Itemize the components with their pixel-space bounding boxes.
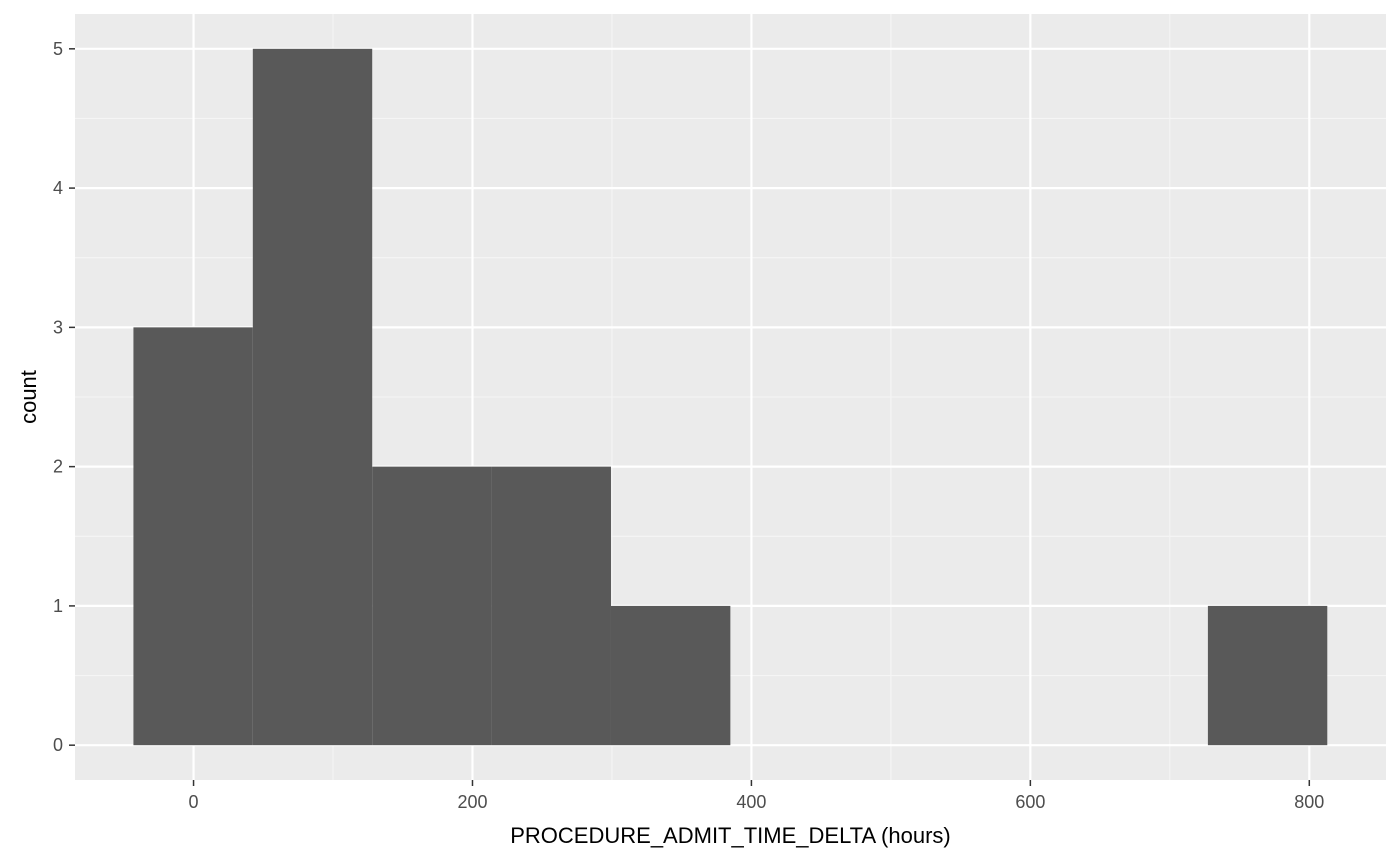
x-axis-title: PROCEDURE_ADMIT_TIME_DELTA (hours): [510, 823, 951, 848]
histogram-bar: [610, 605, 731, 746]
y-tick-label: 3: [53, 317, 63, 337]
y-tick-label: 5: [53, 39, 63, 59]
histogram-bar: [372, 466, 492, 746]
y-tick-label: 2: [53, 457, 63, 477]
histogram-bar: [133, 327, 253, 746]
y-tick-label: 1: [53, 596, 63, 616]
histogram-bar: [252, 48, 373, 746]
y-axis-ticks: 0 1 2 3 4 5: [53, 39, 75, 755]
x-tick-label: 800: [1294, 792, 1324, 812]
histogram-bars: [133, 48, 1328, 746]
y-tick-label: 4: [53, 178, 63, 198]
histogram-bar: [1207, 605, 1328, 746]
histogram-bar: [491, 466, 611, 746]
y-axis-title: count: [16, 370, 41, 424]
x-tick-label: 400: [736, 792, 766, 812]
x-tick-label: 600: [1015, 792, 1045, 812]
x-tick-label: 200: [457, 792, 487, 812]
x-axis-ticks: 0 200 400 600 800: [189, 780, 1324, 812]
y-tick-label: 0: [53, 735, 63, 755]
x-tick-label: 0: [189, 792, 199, 812]
